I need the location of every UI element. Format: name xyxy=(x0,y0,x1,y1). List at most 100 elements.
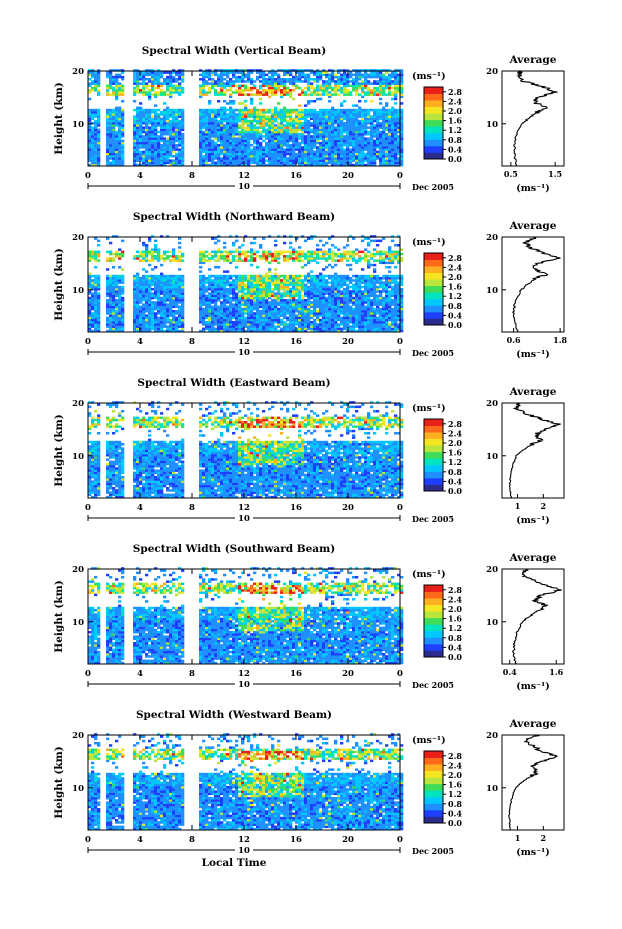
heatmap-cell xyxy=(154,314,157,317)
heatmap-cell xyxy=(370,137,373,140)
heatmap-cell xyxy=(385,82,388,85)
heatmap-cell xyxy=(199,135,202,138)
heatmap-cell xyxy=(94,142,97,145)
heatmap-cell xyxy=(361,131,364,134)
heatmap-cell xyxy=(331,162,334,165)
heatmap-cell xyxy=(331,113,334,116)
heatmap-cell xyxy=(145,78,148,81)
heatmap-cell xyxy=(262,251,265,254)
heatmap-cell xyxy=(106,120,109,123)
heatmap-cell xyxy=(253,279,256,282)
heatmap-cell xyxy=(352,133,355,136)
heatmap-cell xyxy=(169,133,172,136)
heatmap-cell xyxy=(115,310,118,313)
heatmap-cell xyxy=(361,162,364,165)
heatmap-cell xyxy=(139,89,142,92)
heatmap-cell xyxy=(109,137,112,140)
heatmap-cell xyxy=(136,281,139,284)
heatmap-cell xyxy=(259,325,262,328)
heatmap-cell xyxy=(238,308,241,311)
heatmap-cell xyxy=(370,118,373,121)
heatmap-cell xyxy=(211,129,214,132)
heatmap-cell xyxy=(109,133,112,136)
heatmap-cell xyxy=(256,323,259,326)
heatmap-cell xyxy=(223,242,226,245)
x-tick-label: 0 xyxy=(85,171,91,181)
heatmap-cell xyxy=(169,87,172,90)
heatmap-cell xyxy=(175,275,178,278)
heatmap-cell xyxy=(106,303,109,306)
heatmap-cell xyxy=(151,295,154,298)
heatmap-cell xyxy=(94,277,97,280)
heatmap-cell xyxy=(211,74,214,77)
heatmap-cell xyxy=(346,151,349,154)
heatmap-cell xyxy=(385,137,388,140)
heatmap-cell xyxy=(121,323,124,326)
heatmap-cell xyxy=(115,253,118,256)
heatmap-cell xyxy=(166,82,169,85)
heatmap-cell xyxy=(259,317,262,320)
heatmap-cell xyxy=(163,115,166,118)
heatmap-cell xyxy=(133,325,136,328)
heatmap-cell xyxy=(271,140,274,143)
heatmap-cell xyxy=(343,71,346,74)
heatmap-cell xyxy=(268,71,271,74)
heatmap-cell xyxy=(265,321,268,324)
heatmap-cell xyxy=(247,140,250,143)
heatmap-cell xyxy=(394,85,397,88)
heatmap-cell xyxy=(205,317,208,320)
heatmap-cell xyxy=(322,157,325,160)
heatmap-cell xyxy=(97,255,100,258)
heatmap-cell xyxy=(346,93,349,96)
heatmap-cell xyxy=(163,126,166,128)
heatmap-cell xyxy=(259,246,262,249)
heatmap-cell xyxy=(244,308,247,311)
heatmap-cell xyxy=(313,151,316,154)
heatmap-cell xyxy=(106,325,109,328)
heatmap-cell xyxy=(148,89,151,92)
heatmap-cell xyxy=(247,113,250,116)
heatmap-cell xyxy=(151,151,154,154)
heatmap-cell xyxy=(223,281,226,284)
heatmap-cell xyxy=(154,151,157,154)
heatmap-cell xyxy=(172,328,175,331)
heatmap-cell xyxy=(145,295,148,298)
heatmap-cell xyxy=(112,259,115,262)
heatmap-cell xyxy=(367,120,370,123)
heatmap-cell xyxy=(142,126,145,128)
heatmap-cell xyxy=(286,91,289,94)
heatmap-cell xyxy=(106,308,109,311)
heatmap-cell xyxy=(163,120,166,123)
heatmap-cell xyxy=(379,89,382,92)
heatmap-cell xyxy=(181,284,184,287)
heatmap-cell xyxy=(220,295,223,298)
heatmap-cell xyxy=(346,89,349,92)
heatmap-cell xyxy=(118,74,121,77)
heatmap-cell xyxy=(118,155,121,158)
heatmap-cell xyxy=(235,312,238,315)
heatmap-cell xyxy=(217,240,220,243)
heatmap-cell xyxy=(205,133,208,136)
heatmap-cell xyxy=(268,279,271,282)
heatmap-cell xyxy=(262,151,265,154)
heatmap-cell xyxy=(142,76,145,79)
heatmap-cell xyxy=(226,129,229,132)
heatmap-cell xyxy=(352,85,355,88)
heatmap-cell xyxy=(115,277,118,280)
heatmap-cell xyxy=(262,281,265,284)
heatmap-cell xyxy=(166,162,169,165)
heatmap-cell xyxy=(133,126,136,128)
heatmap-cell xyxy=(364,155,367,158)
heatmap-cell xyxy=(262,113,265,116)
heatmap-cell xyxy=(136,153,139,156)
heatmap-cell xyxy=(271,319,274,322)
heatmap-cell xyxy=(142,255,145,258)
heatmap-cell xyxy=(271,255,274,258)
heatmap-cell xyxy=(241,310,244,313)
heatmap-cell xyxy=(367,113,370,116)
heatmap-cell xyxy=(220,251,223,254)
heatmap-cell xyxy=(247,251,250,254)
heatmap-cell xyxy=(154,281,157,284)
heatmap-cell xyxy=(319,74,322,77)
heatmap-cell xyxy=(154,126,157,128)
